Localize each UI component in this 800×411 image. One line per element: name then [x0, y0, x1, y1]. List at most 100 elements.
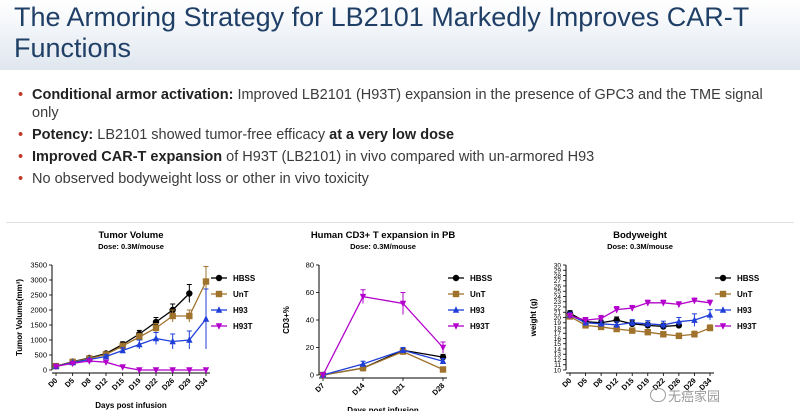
y-tick-label: 1500 — [30, 320, 47, 329]
legend-item: UnT — [715, 290, 753, 299]
chart-subtitle: Dose: 0.3M/mouse — [350, 242, 416, 251]
y-tick-label: 12 — [554, 357, 562, 364]
bullet-list: • Conditional armor activation: Improved … — [18, 86, 788, 192]
data-point — [359, 364, 367, 372]
x-tick-label: D19 — [635, 376, 651, 392]
legend-item: H93T — [715, 322, 757, 331]
data-point — [186, 336, 193, 343]
bullet-item: • Improved CAR-T expansion of H93T (LB210… — [18, 148, 788, 166]
data-point — [399, 346, 407, 353]
legend-label: H93 — [470, 306, 485, 315]
legend-item: UnT — [211, 290, 249, 299]
y-axis-label: CD3+% — [282, 306, 291, 334]
data-point — [136, 367, 143, 374]
legend-label: H93T — [470, 322, 490, 331]
data-point — [169, 367, 176, 374]
series-line — [55, 318, 207, 368]
y-tick-label: 20 — [306, 343, 314, 352]
x-tick-label: D5 — [63, 376, 76, 389]
y-axis-label: Tumor Volume(mm³) — [15, 279, 24, 356]
bullet-bold: Conditional armor activation: — [32, 87, 234, 103]
y-tick-label: 23 — [554, 299, 562, 306]
y-tick-label: 30 — [554, 262, 562, 269]
data-point — [186, 367, 193, 374]
bullet-bold-2: at a very low dose — [329, 127, 455, 143]
y-tick-label: 3500 — [30, 260, 47, 269]
charts-panel: Tumor Volume Dose: 0.3M/mouse 0 500 1000 1500… — [6, 222, 794, 411]
data-point — [319, 372, 327, 379]
x-tick-label: D8 — [80, 376, 93, 389]
legend-marker — [215, 306, 223, 313]
bullet-text: of H93T (LB2101) in vivo compared with u… — [222, 149, 595, 165]
y-tick-label: 0 — [43, 365, 47, 374]
legend-item: H93T — [211, 322, 253, 331]
data-point — [691, 298, 698, 305]
legend-marker — [452, 290, 460, 298]
y-axis-label: weight (g) — [530, 298, 538, 337]
x-tick-label: D34 — [193, 375, 210, 392]
legend-item: H93T — [448, 322, 490, 331]
data-point — [202, 278, 210, 285]
y-tick-label: 18 — [554, 325, 562, 332]
x-tick-label: D29 — [177, 376, 193, 392]
legend-label: UnT — [470, 290, 486, 299]
y-tick-label: 19 — [554, 320, 562, 327]
bullet-text: No observed bodyweight loss or other in … — [32, 171, 369, 187]
x-tick-label: D0 — [46, 376, 59, 389]
series-unt — [566, 313, 714, 340]
chart-title: Tumor Volume — [98, 230, 163, 241]
x-tick-label: D5 — [576, 376, 589, 389]
series-line — [322, 350, 444, 376]
x-tick-label: D15 — [620, 376, 636, 392]
data-point — [629, 305, 636, 312]
y-tick-label: 15 — [554, 341, 562, 348]
data-point — [69, 360, 76, 368]
bullet-dot: • — [18, 149, 24, 165]
legend-label: HBSS — [737, 274, 760, 283]
series-line — [55, 360, 206, 371]
data-point — [660, 331, 667, 338]
series-line — [55, 281, 207, 367]
legend-marker — [719, 274, 727, 282]
x-tick-label: D22 — [143, 376, 159, 392]
series-h93 — [566, 309, 714, 329]
series-unt — [319, 348, 447, 379]
chart-title: Bodyweight — [613, 230, 668, 241]
legend-label: H93 — [233, 306, 248, 315]
bullet-bold: Potency: — [32, 127, 94, 143]
x-axis-label: Days post infusion — [95, 401, 167, 410]
legend-item: H93 — [448, 306, 485, 315]
y-tick-label: 17 — [554, 331, 562, 338]
series-line — [55, 293, 190, 367]
bullet-text: LB2101 showed tumor-free efficacy — [93, 127, 330, 143]
x-axis-label: Days post infusion — [347, 406, 419, 411]
legend-label: H93T — [233, 322, 253, 331]
data-point — [136, 333, 143, 341]
series-h93 — [52, 288, 210, 370]
bullet-text: Improved LB2101 (H93T) expansion in the … — [32, 87, 763, 121]
legend-label: UnT — [233, 290, 249, 299]
data-point — [439, 344, 447, 352]
y-tick-label: 10 — [554, 367, 562, 374]
data-point — [613, 306, 620, 314]
x-tick-label: D14 — [350, 380, 367, 397]
bullet-item: • Conditional armor activation: Improved … — [18, 86, 788, 122]
chart-subtitle: Dose: 0.3M/mouse — [98, 242, 164, 251]
chart-subtitle: Dose: 0.3M/mouse — [607, 242, 673, 251]
series-unt — [52, 266, 210, 370]
legend-marker — [719, 306, 727, 313]
data-point — [102, 352, 110, 360]
x-tick-label: D19 — [127, 376, 143, 392]
legend-label: UnT — [737, 290, 753, 299]
data-point — [399, 300, 407, 308]
y-tick-label: 28 — [554, 273, 562, 280]
x-tick-label: D15 — [110, 376, 126, 392]
data-point — [119, 346, 126, 354]
legend-label: H93T — [737, 322, 757, 331]
y-tick-label: 26 — [554, 283, 562, 290]
x-tick-label: D28 — [430, 381, 446, 397]
data-point — [660, 321, 667, 328]
bullet-bold: Improved CAR-T expansion — [32, 149, 223, 165]
data-point — [597, 323, 605, 331]
series-line — [569, 315, 711, 337]
